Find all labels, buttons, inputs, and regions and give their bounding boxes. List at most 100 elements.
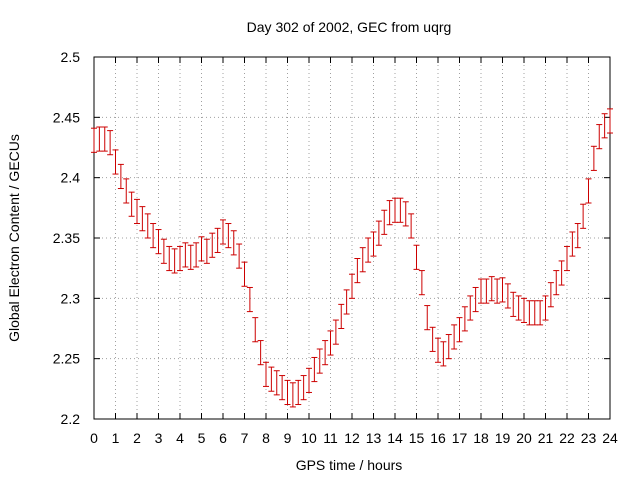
data-point <box>214 227 221 253</box>
data-point <box>225 223 232 249</box>
data-point <box>306 367 312 393</box>
data-point <box>160 238 167 264</box>
data-point <box>397 197 404 223</box>
data-point <box>488 276 495 302</box>
data-point <box>263 361 269 387</box>
data-point <box>359 247 366 273</box>
x-tick-label: 18 <box>473 430 489 446</box>
data-point <box>284 379 291 406</box>
data-point <box>494 278 501 304</box>
x-tick-label: 21 <box>538 430 554 446</box>
y-tick-label: 2.3 <box>61 290 81 306</box>
data-point <box>139 206 146 232</box>
data-point <box>569 231 576 257</box>
data-point <box>311 356 318 383</box>
data-point <box>435 337 441 363</box>
data-point <box>392 197 398 223</box>
x-tick-label: 9 <box>284 430 292 446</box>
plot-frame <box>93 56 611 420</box>
data-point <box>107 130 114 156</box>
data-point <box>349 273 355 299</box>
data-point <box>510 291 517 317</box>
x-tick-label: 4 <box>176 430 184 446</box>
data-point <box>607 108 613 134</box>
data-point <box>580 203 587 229</box>
data-point <box>230 230 237 256</box>
x-tick-label: 8 <box>262 430 270 446</box>
data-point <box>537 300 544 326</box>
data-point <box>338 303 345 329</box>
data-point <box>187 244 194 270</box>
data-point <box>198 236 205 262</box>
y-tick-labels: 2.2 2.25 2.3 2.35 2.4 2.45 2.5 <box>53 49 80 427</box>
data-point <box>424 305 431 331</box>
y-tick-label: 2.45 <box>53 109 80 125</box>
data-point <box>402 201 409 227</box>
data-point <box>408 213 415 239</box>
data-point <box>96 126 103 152</box>
data-point <box>241 261 248 287</box>
data-point <box>467 295 474 321</box>
x-tick-label: 11 <box>323 430 338 446</box>
data-point <box>300 375 307 401</box>
data-point <box>596 124 603 150</box>
x-tick-label: 5 <box>198 430 206 446</box>
data-point <box>295 379 302 406</box>
data-point <box>279 375 286 401</box>
data-point <box>203 238 210 264</box>
y-tick-label: 2.2 <box>61 411 81 427</box>
data-point <box>128 191 135 217</box>
data-point <box>418 270 425 296</box>
data-point <box>526 300 533 326</box>
data-point <box>542 295 549 321</box>
data-point <box>483 278 490 304</box>
x-tick-label: 20 <box>516 430 532 446</box>
data-point <box>155 229 162 255</box>
x-tick-label: 10 <box>301 430 317 446</box>
x-tick-labels: 0 1 2 3 4 5 6 7 8 9 10 11 12 13 14 15 16 17 18 19 20 21 22 23 24 <box>90 430 618 446</box>
data-point <box>547 282 554 308</box>
data-point <box>375 220 382 246</box>
data-point <box>166 245 173 272</box>
data-point <box>123 178 130 204</box>
data-point <box>316 348 323 374</box>
data-point <box>171 248 178 274</box>
x-tick-label: 0 <box>90 430 98 446</box>
data-point <box>343 289 350 315</box>
y-tick-label: 2.35 <box>53 230 80 246</box>
x-tick-label: 22 <box>559 430 575 446</box>
x-axis-label: GPS time / hours <box>296 457 403 473</box>
data-point <box>558 260 565 286</box>
data-point <box>236 243 243 269</box>
data-point <box>252 317 259 343</box>
data-point <box>478 278 484 304</box>
x-tick-label: 3 <box>155 430 163 446</box>
data-point <box>585 178 592 204</box>
data-point <box>440 341 447 367</box>
data-point <box>472 286 479 313</box>
data-point <box>91 127 97 153</box>
data-point <box>564 245 570 272</box>
x-tick-label: 14 <box>387 430 403 446</box>
data-point <box>445 334 452 360</box>
data-point <box>461 306 468 332</box>
data-point <box>456 317 463 343</box>
x-tick-label: 2 <box>133 430 141 446</box>
data-point <box>112 149 119 175</box>
data-point <box>574 223 581 249</box>
y-tick-label: 2.5 <box>61 49 81 65</box>
data-point <box>381 209 388 235</box>
data-point <box>209 232 216 258</box>
data-point <box>386 200 393 226</box>
data-point <box>220 219 226 245</box>
data-point <box>273 370 280 396</box>
x-tick-label: 23 <box>581 430 597 446</box>
data-point <box>332 319 339 345</box>
data-point <box>531 300 538 326</box>
data-point <box>289 382 296 408</box>
data-point <box>601 113 608 139</box>
x-tick-label: 15 <box>409 430 425 446</box>
data-point <box>327 330 334 356</box>
data-point <box>521 297 527 323</box>
